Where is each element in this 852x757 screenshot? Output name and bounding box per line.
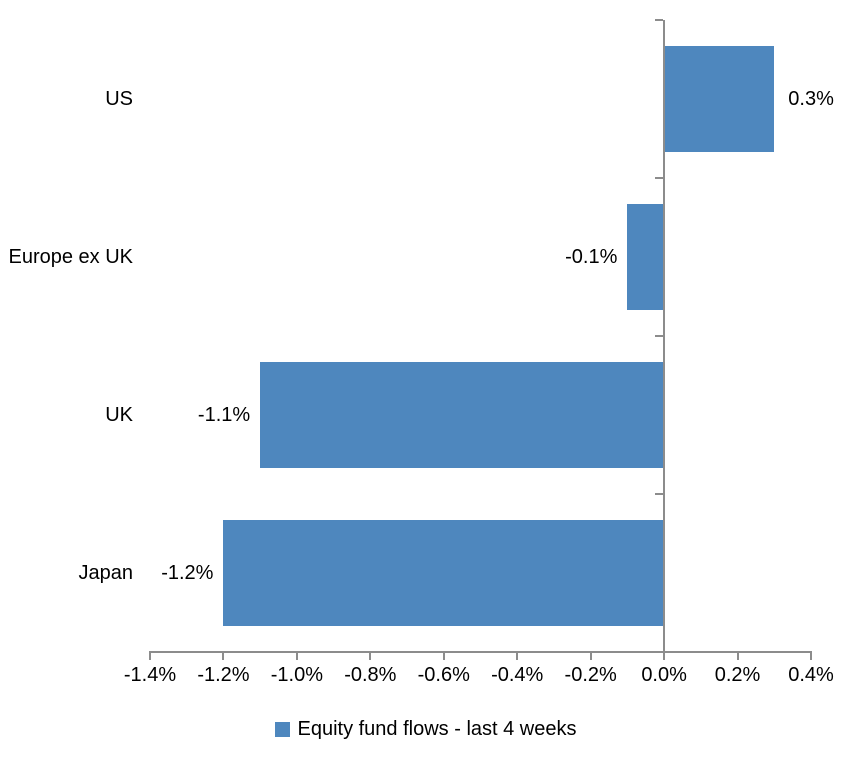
x-tick <box>736 652 739 660</box>
x-axis-line <box>149 651 812 653</box>
bar-us <box>664 46 775 152</box>
x-tick-label: -0.6% <box>417 664 470 686</box>
bar-japan <box>223 520 665 626</box>
x-tick <box>442 652 445 660</box>
x-tick <box>149 652 151 660</box>
x-tick-label: -0.8% <box>344 664 397 686</box>
data-label-europe-ex-uk: -0.1% <box>565 246 618 268</box>
bar-europe-ex-uk <box>627 204 665 310</box>
x-tick-label: 0.4% <box>788 664 834 686</box>
y-tick <box>655 177 664 179</box>
x-tick <box>589 652 592 660</box>
x-tick <box>295 652 298 660</box>
category-label-japan: Japan <box>78 562 134 584</box>
x-tick-label: 0.0% <box>641 664 687 686</box>
y-tick <box>655 335 664 337</box>
y-tick <box>655 493 664 495</box>
x-tick <box>369 652 372 660</box>
legend-label: Equity fund flows - last 4 weeks <box>297 718 577 740</box>
y-axis-line <box>663 20 666 653</box>
data-label-us: 0.3% <box>788 88 834 110</box>
legend-marker-icon <box>275 721 291 737</box>
x-tick <box>663 652 666 660</box>
legend: Equity fund flows - last 4 weeks <box>0 717 852 741</box>
x-tick <box>810 652 812 660</box>
data-label-japan: -1.2% <box>161 562 214 584</box>
x-tick-label: -0.2% <box>564 664 617 686</box>
category-label-europe-ex-uk: Europe ex UK <box>8 246 133 268</box>
x-tick-label: -1.4% <box>123 664 177 686</box>
x-tick-label: -1.0% <box>270 664 323 686</box>
y-tick <box>655 19 664 21</box>
x-tick-label: 0.2% <box>714 664 761 686</box>
x-tick-label: -1.2% <box>197 664 250 686</box>
x-tick <box>222 652 225 660</box>
category-label-us: US <box>105 88 133 110</box>
bar-uk <box>260 362 665 468</box>
category-label-uk: UK <box>105 404 133 426</box>
x-tick <box>516 652 519 660</box>
x-tick-label: -0.4% <box>491 664 544 686</box>
data-label-uk: -1.1% <box>197 404 251 426</box>
